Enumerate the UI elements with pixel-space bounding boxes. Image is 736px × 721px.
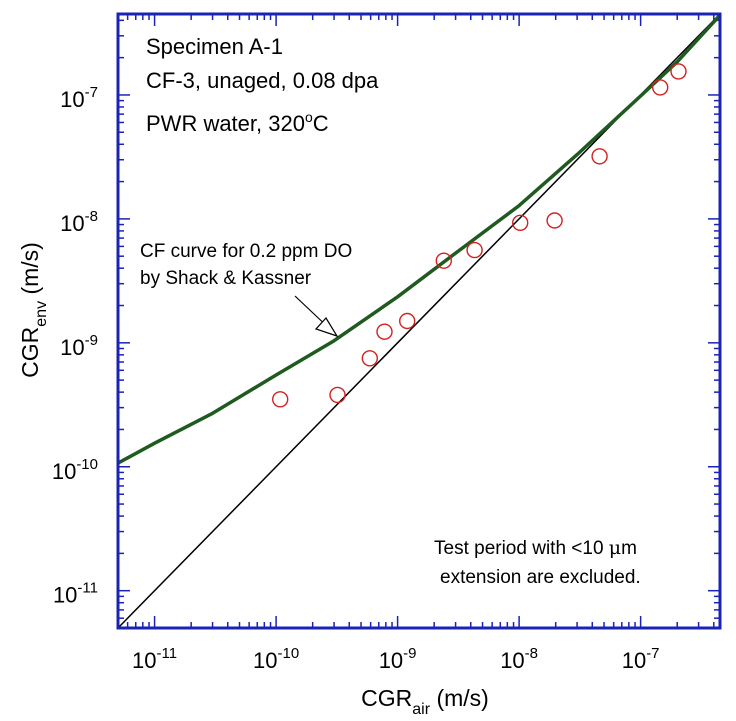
y-tick-label-base: 10 xyxy=(53,583,77,608)
note-line1-unit: m xyxy=(621,538,637,559)
x-tick-label-base: 10 xyxy=(622,648,646,673)
data-point xyxy=(329,386,346,404)
x-axis-label-sub: air xyxy=(412,701,430,718)
micro-symbol: μ xyxy=(609,537,621,559)
data-point xyxy=(591,148,608,165)
x-tick-label-base: 10 xyxy=(379,648,403,673)
y-tick-label-base: 10 xyxy=(52,459,76,484)
data-point xyxy=(376,323,393,340)
cf-curve-label-line1: CF curve for 0.2 ppm DO xyxy=(140,241,352,262)
x-axis-label-unit: (m/s) xyxy=(430,685,489,711)
cf-curve-label-line2: by Shack & Kassner xyxy=(140,268,312,289)
note-line1: Test period with <10 μm xyxy=(434,537,637,559)
y-tick-label-exponent: -11 xyxy=(77,580,98,597)
x-tick-label-exponent: -10 xyxy=(277,645,299,662)
y-axis-label: CGRenv (m/s) xyxy=(17,242,50,378)
y-tick-label-base: 10 xyxy=(60,211,84,236)
curves xyxy=(117,13,722,629)
data-point xyxy=(652,79,669,96)
x-tick-label-base: 10 xyxy=(253,648,277,673)
x-tick-label-exponent: -11 xyxy=(157,645,178,662)
x-tick-label: 10-8 xyxy=(500,645,538,673)
y-tick-label: 10-9 xyxy=(60,332,98,360)
data-points xyxy=(272,63,687,408)
y-axis-label-unit: (m/s) xyxy=(17,242,43,301)
x-tick-label-exponent: -7 xyxy=(646,645,659,662)
y-tick-label-exponent: -10 xyxy=(76,456,98,473)
x-tick-label: 10-7 xyxy=(622,645,660,673)
tick-labels: 10-11 10-10 10-9 10-8 10-710-1110-1010-910-8… xyxy=(52,84,660,673)
info-environment-text: PWR water, 320 xyxy=(146,111,305,136)
y-tick-label: 10-7 xyxy=(60,84,98,112)
y-tick-label-exponent: -9 xyxy=(85,332,98,349)
y-tick-label-base: 10 xyxy=(60,335,84,360)
plot-frame xyxy=(116,12,722,630)
x-tick-label: 10-11 xyxy=(132,645,177,673)
y-tick-label-exponent: -7 xyxy=(85,84,98,101)
y-tick-label: 10-10 xyxy=(52,456,98,484)
x-tick-label-exponent: -8 xyxy=(525,645,538,662)
x-tick-label: 10-9 xyxy=(379,645,417,673)
x-tick-label-exponent: -9 xyxy=(403,645,416,662)
y-tick-label-base: 10 xyxy=(60,87,84,112)
cf-curve xyxy=(117,14,722,465)
y-tick-label: 10-8 xyxy=(60,208,98,236)
data-point xyxy=(272,391,289,408)
y-axis-label-sub: env xyxy=(33,301,50,327)
data-point xyxy=(399,312,416,330)
degree-superscript: o xyxy=(305,109,313,125)
y-tick-label-exponent: -8 xyxy=(85,208,98,225)
data-point xyxy=(546,212,563,229)
data-point xyxy=(361,350,378,367)
y-tick-label: 10-11 xyxy=(53,580,98,608)
info-specimen: Specimen A-1 xyxy=(146,34,283,59)
x-axis-label-main: CGR xyxy=(361,685,412,711)
info-material: CF-3, unaged, 0.08 dpa xyxy=(146,68,379,93)
data-point xyxy=(435,252,452,269)
data-point xyxy=(512,214,529,232)
x-tick-label-base: 10 xyxy=(132,648,156,673)
annotation-arrow-head xyxy=(314,317,339,338)
x-tick-label-base: 10 xyxy=(500,648,524,673)
info-environment: PWR water, 320oC xyxy=(146,109,329,136)
x-tick-label: 10-10 xyxy=(253,645,299,673)
note-line1-text: Test period with <10 xyxy=(434,538,609,559)
note-line2: extension are excluded. xyxy=(440,567,641,588)
data-point xyxy=(466,241,483,259)
celsius-unit: C xyxy=(313,111,329,136)
data-point xyxy=(670,63,687,80)
x-axis-label: CGRair (m/s) xyxy=(361,685,489,718)
y-axis-label-main: CGR xyxy=(17,327,43,378)
